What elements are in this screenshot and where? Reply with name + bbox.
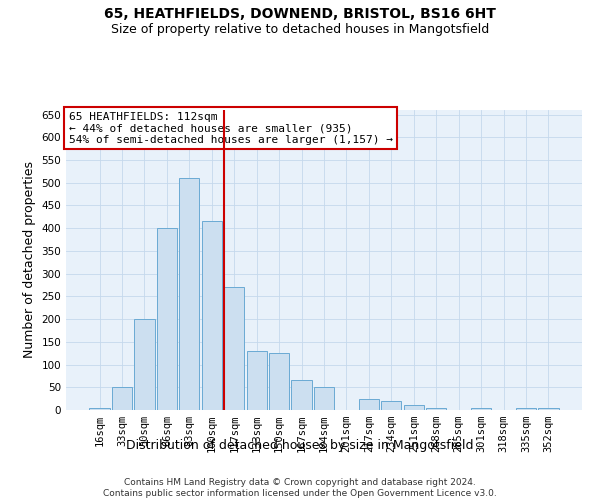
Bar	[516, 408, 536, 410]
Bar	[157, 228, 177, 410]
Text: Distribution of detached houses by size in Mangotsfield: Distribution of detached houses by size …	[126, 440, 474, 452]
Bar	[471, 408, 491, 410]
Bar	[404, 406, 424, 410]
Text: Size of property relative to detached houses in Mangotsfield: Size of property relative to detached ho…	[111, 22, 489, 36]
Text: Contains HM Land Registry data © Crown copyright and database right 2024.
Contai: Contains HM Land Registry data © Crown c…	[103, 478, 497, 498]
Bar	[292, 380, 311, 410]
Y-axis label: Number of detached properties: Number of detached properties	[23, 162, 36, 358]
Bar	[202, 222, 222, 410]
Bar	[247, 351, 267, 410]
Bar	[89, 408, 110, 410]
Bar	[381, 401, 401, 410]
Text: 65 HEATHFIELDS: 112sqm
← 44% of detached houses are smaller (935)
54% of semi-de: 65 HEATHFIELDS: 112sqm ← 44% of detached…	[68, 112, 392, 144]
Bar	[314, 388, 334, 410]
Bar	[426, 408, 446, 410]
Bar	[134, 319, 155, 410]
Bar	[112, 388, 132, 410]
Bar	[224, 288, 244, 410]
Bar	[359, 398, 379, 410]
Text: 65, HEATHFIELDS, DOWNEND, BRISTOL, BS16 6HT: 65, HEATHFIELDS, DOWNEND, BRISTOL, BS16 …	[104, 8, 496, 22]
Bar	[269, 353, 289, 410]
Bar	[179, 178, 199, 410]
Bar	[538, 408, 559, 410]
